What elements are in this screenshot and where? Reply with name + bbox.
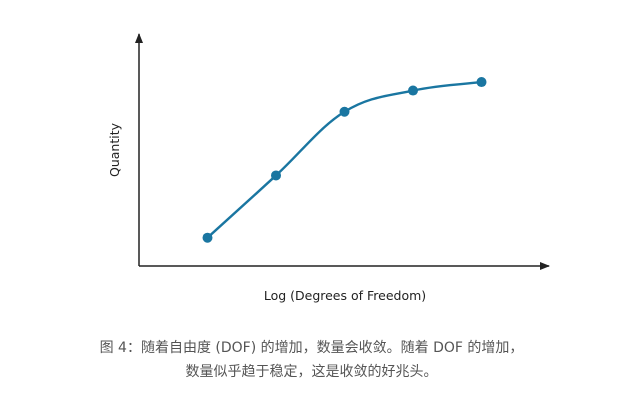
- figure-caption: 图 4：随着自由度 (DOF) 的增加，数量会收敛。随着 DOF 的增加， 数量…: [0, 336, 623, 384]
- caption-line-2: 数量似乎趋于稳定，这是收敛的好兆头。: [185, 364, 438, 380]
- y-axis-label: Quantity: [107, 122, 122, 177]
- data-point: [202, 232, 213, 243]
- caption-line-1: 图 4：随着自由度 (DOF) 的增加，数量会收敛。随着 DOF 的增加，: [99, 340, 524, 356]
- x-axis-label: Log (Degrees of Freedom): [264, 288, 426, 303]
- chart: Log (Degrees of Freedom) Quantity: [107, 33, 550, 303]
- data-point: [476, 77, 487, 88]
- data-point: [408, 85, 418, 96]
- data-points: [202, 77, 487, 243]
- data-point: [271, 170, 281, 181]
- series-line: [206, 80, 482, 239]
- data-point: [339, 106, 350, 117]
